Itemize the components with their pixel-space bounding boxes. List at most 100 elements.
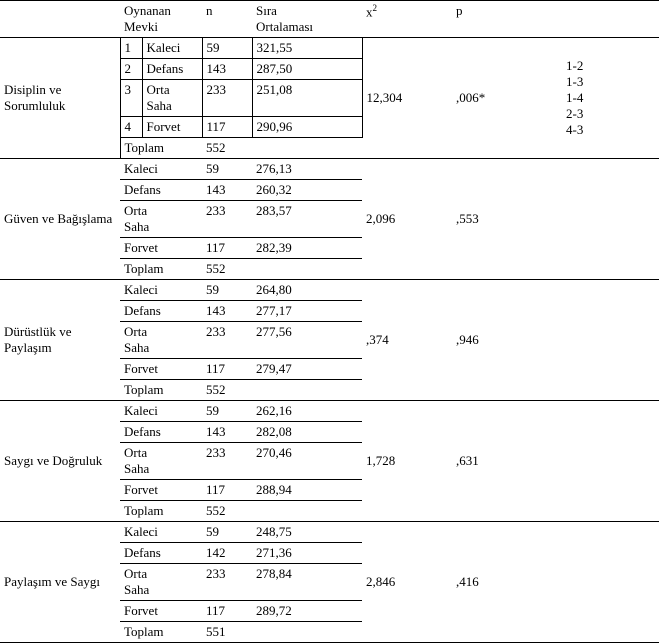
n-cell: 117 (202, 480, 252, 501)
n-cell: 552 (202, 380, 252, 401)
mean-cell (252, 501, 362, 522)
n-cell: 59 (202, 401, 252, 422)
n-cell: 552 (202, 501, 252, 522)
section-title: Saygı ve Doğruluk (0, 401, 120, 522)
mean-cell: 270,46 (252, 443, 362, 480)
pos: Toplam (120, 622, 202, 643)
pairs-cell (562, 280, 659, 401)
mean-cell: 279,47 (252, 359, 362, 380)
pos: Orta Saha (142, 80, 202, 117)
pos: Forvet (120, 359, 202, 380)
n-cell: 117 (202, 359, 252, 380)
pos: Toplam (120, 501, 202, 522)
pos: Forvet (120, 238, 202, 259)
pos: Defans (120, 301, 202, 322)
x2-cell: 2,096 (362, 159, 452, 280)
pos: Defans (120, 180, 202, 201)
pos: Kaleci (120, 522, 202, 543)
mean-cell (252, 380, 362, 401)
x2-cell: 1,728 (362, 401, 452, 522)
header-n: n (202, 1, 252, 38)
pos: Defans (120, 422, 202, 443)
pos: Orta Saha (120, 443, 202, 480)
mean-cell: 276,13 (252, 159, 362, 180)
pos: Kaleci (120, 280, 202, 301)
p-cell: ,006* (452, 38, 562, 159)
section-title: Dürüstlük ve Paylaşım (0, 280, 120, 401)
mean-cell: 277,56 (252, 322, 362, 359)
mean-cell: 251,08 (252, 80, 362, 117)
mean-cell: 264,80 (252, 280, 362, 301)
pos: Kaleci (120, 401, 202, 422)
n-cell: 143 (202, 301, 252, 322)
mean-cell (252, 259, 362, 280)
idx: 4 (120, 117, 142, 138)
mean-cell: 287,50 (252, 59, 362, 80)
idx: 1 (120, 38, 142, 59)
p-cell: ,416 (452, 522, 562, 643)
pos: Forvet (142, 117, 202, 138)
idx: 3 (120, 80, 142, 117)
pos: Orta Saha (120, 201, 202, 238)
mean-cell: 260,32 (252, 180, 362, 201)
pos: Forvet (120, 601, 202, 622)
section-title: Disiplin ve Sorumluluk (0, 38, 120, 159)
mean-cell: 282,08 (252, 422, 362, 443)
mean-cell: 289,72 (252, 601, 362, 622)
pos: Toplam (120, 380, 202, 401)
pos: Orta Saha (120, 322, 202, 359)
mean-cell: 321,55 (252, 38, 362, 59)
n-cell: 551 (202, 622, 252, 643)
mean-cell: 290,96 (252, 117, 362, 138)
p-cell: ,631 (452, 401, 562, 522)
section-title: Paylaşım ve Saygı (0, 522, 120, 643)
n-cell: 552 (202, 138, 252, 159)
mean-cell (252, 138, 362, 159)
header-x2: x2 (362, 1, 452, 38)
n-cell: 143 (202, 59, 252, 80)
pairs-cell: 1-2 1-3 1-4 2-3 4-3 (562, 38, 659, 159)
mean-cell: 282,39 (252, 238, 362, 259)
n-cell: 59 (202, 159, 252, 180)
x2-cell: 12,304 (362, 38, 452, 159)
n-cell: 117 (202, 601, 252, 622)
n-cell: 59 (202, 280, 252, 301)
pos: Toplam (120, 138, 202, 159)
pos: Kaleci (142, 38, 202, 59)
pairs-cell (562, 522, 659, 643)
x2-cell: ,374 (362, 280, 452, 401)
n-cell: 233 (202, 443, 252, 480)
header-sira: Sıra Ortalaması (252, 1, 362, 38)
n-cell: 233 (202, 201, 252, 238)
mean-cell: 248,75 (252, 522, 362, 543)
mean-cell: 278,84 (252, 564, 362, 601)
n-cell: 552 (202, 259, 252, 280)
n-cell: 117 (202, 117, 252, 138)
mean-cell (252, 622, 362, 643)
mean-cell: 262,16 (252, 401, 362, 422)
stats-table: Oynanan Mevki n Sıra Ortalaması x2 p Dis… (0, 0, 659, 643)
pos: Defans (120, 543, 202, 564)
n-cell: 143 (202, 422, 252, 443)
pos: Defans (142, 59, 202, 80)
header-pairs (562, 1, 659, 38)
n-cell: 59 (202, 38, 252, 59)
mean-cell: 283,57 (252, 201, 362, 238)
n-cell: 233 (202, 322, 252, 359)
n-cell: 233 (202, 564, 252, 601)
header-blank (0, 1, 120, 38)
header-mevki: Oynanan Mevki (120, 1, 202, 38)
mean-cell: 277,17 (252, 301, 362, 322)
pos: Toplam (120, 259, 202, 280)
n-cell: 59 (202, 522, 252, 543)
pairs-cell (562, 401, 659, 522)
pos: Forvet (120, 480, 202, 501)
x2-cell: 2,846 (362, 522, 452, 643)
idx: 2 (120, 59, 142, 80)
mean-cell: 271,36 (252, 543, 362, 564)
p-cell: ,553 (452, 159, 562, 280)
n-cell: 142 (202, 543, 252, 564)
n-cell: 117 (202, 238, 252, 259)
n-cell: 143 (202, 180, 252, 201)
section-title: Güven ve Bağışlama (0, 159, 120, 280)
